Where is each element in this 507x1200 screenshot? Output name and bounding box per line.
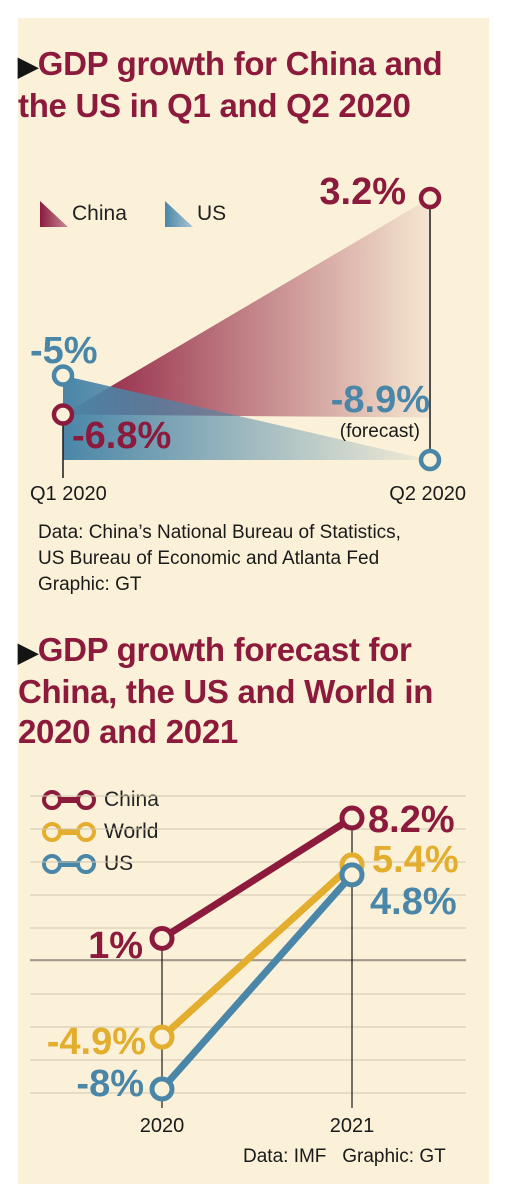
us-value-label: -8% bbox=[76, 1063, 144, 1105]
source-line: Graphic: GT bbox=[38, 574, 142, 595]
us-point bbox=[339, 862, 365, 888]
china-value-label: 1% bbox=[88, 925, 143, 967]
legend-item-us: US bbox=[40, 852, 133, 876]
us-value-label: 4.8% bbox=[370, 881, 457, 923]
china-value-label: -6.8% bbox=[72, 415, 171, 457]
source-line: US Bureau of Economic and Atlanta Fed bbox=[38, 548, 380, 569]
china-point bbox=[51, 403, 75, 426]
us-line bbox=[159, 872, 355, 1092]
legend-item-china: China bbox=[40, 788, 159, 812]
us-point bbox=[149, 1076, 175, 1102]
legend-label-china: China bbox=[72, 202, 127, 225]
world-value-label: 5.4% bbox=[372, 839, 459, 881]
legend-label-us: US bbox=[197, 202, 227, 225]
x-tick-label: 2020 bbox=[140, 1115, 185, 1137]
us-point bbox=[51, 364, 75, 387]
world-line-icon bbox=[42, 822, 96, 842]
us-value-label: -8.9% bbox=[331, 379, 430, 421]
us-value-label: -5% bbox=[30, 330, 98, 372]
china-point bbox=[418, 186, 442, 210]
legend-label-china: China bbox=[104, 788, 159, 811]
world-point bbox=[149, 1024, 175, 1050]
china-value-label: 8.2% bbox=[368, 799, 455, 841]
legend-item-china: China bbox=[40, 200, 127, 228]
triangle-bullet-icon: ▶ bbox=[18, 51, 38, 81]
china-point bbox=[149, 925, 175, 951]
china-value-label: 3.2% bbox=[319, 171, 406, 213]
china-line bbox=[160, 815, 354, 942]
chart2-title-text: GDP growth forecast for China, the US an… bbox=[18, 631, 434, 750]
chart2-source: Data: IMF Graphic: GT bbox=[243, 1146, 446, 1167]
legend-label-world: World bbox=[104, 820, 159, 843]
x-tick-label: Q2 2020 bbox=[389, 483, 466, 505]
world-line bbox=[159, 862, 355, 1040]
us-area bbox=[63, 375, 430, 460]
us-point bbox=[418, 448, 442, 472]
chart1-title-text: GDP growth for China and the US in Q1 an… bbox=[18, 45, 443, 124]
chart2-title: ▶GDP growth forecast for China, the US a… bbox=[18, 630, 478, 752]
us-line-icon bbox=[42, 854, 96, 874]
china-area bbox=[63, 198, 430, 418]
legend-item-world: World bbox=[40, 820, 158, 844]
chart1-title: ▶GDP growth for China and the US in Q1 a… bbox=[18, 44, 478, 126]
x-tick-label: 2021 bbox=[330, 1115, 375, 1137]
x-tick-label: Q1 2020 bbox=[30, 483, 107, 505]
us-swatch-icon bbox=[165, 201, 193, 227]
legend-label-us: US bbox=[104, 852, 134, 875]
chart1-source: Data: China’s National Bureau of Statist… bbox=[38, 520, 401, 598]
china-line-icon bbox=[42, 790, 96, 810]
source-line: Data: China’s National Bureau of Statist… bbox=[38, 522, 401, 543]
triangle-bullet-icon: ▶ bbox=[18, 637, 38, 667]
forecast-note: (forecast) bbox=[340, 421, 420, 442]
china-point bbox=[339, 805, 365, 831]
world-value-label: -4.9% bbox=[47, 1021, 146, 1063]
legend-item-us: US bbox=[165, 200, 226, 228]
china-swatch-icon bbox=[40, 201, 68, 227]
